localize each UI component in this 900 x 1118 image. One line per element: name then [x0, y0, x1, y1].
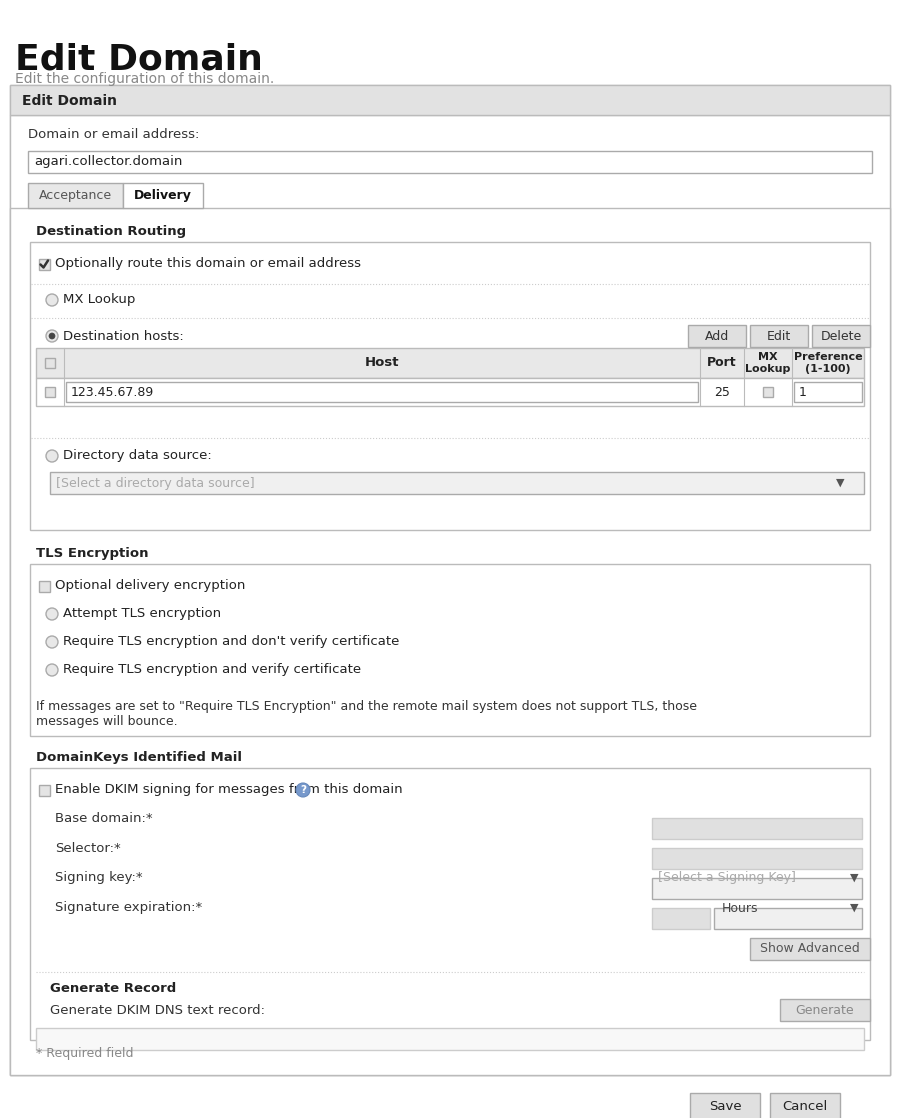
Text: Optionally route this domain or email address: Optionally route this domain or email ad… [55, 257, 361, 271]
Text: Optional delivery encryption: Optional delivery encryption [55, 579, 246, 593]
Bar [10, 208, 890, 1076]
Text: Require TLS encryption and don't verify certificate: Require TLS encryption and don't verify … [63, 635, 400, 648]
Bar [780, 999, 870, 1021]
Text: DomainKeys Identified Mail: DomainKeys Identified Mail [36, 751, 242, 765]
Text: Show Advanced: Show Advanced [760, 942, 860, 956]
Text: Cancel: Cancel [782, 1099, 828, 1112]
Bar [652, 818, 862, 838]
Bar [750, 325, 808, 347]
Text: Edit Domain: Edit Domain [22, 94, 117, 108]
Text: Enable DKIM signing for messages from this domain: Enable DKIM signing for messages from th… [55, 784, 402, 796]
Circle shape [46, 664, 58, 676]
Bar [39, 580, 50, 591]
Text: Edit the configuration of this domain.: Edit the configuration of this domain. [15, 72, 274, 86]
Circle shape [46, 294, 58, 306]
Bar [770, 1093, 840, 1118]
Bar [36, 378, 864, 406]
Text: TLS Encryption: TLS Encryption [36, 548, 148, 560]
Bar [30, 241, 870, 530]
Bar [36, 348, 864, 378]
Bar [45, 387, 55, 397]
Bar [750, 938, 870, 960]
Text: Attempt TLS encryption: Attempt TLS encryption [63, 607, 221, 620]
Text: Require TLS encryption and verify certificate: Require TLS encryption and verify certif… [63, 663, 361, 676]
Text: Generate DKIM DNS text record:: Generate DKIM DNS text record: [50, 1004, 265, 1016]
Text: Delete: Delete [821, 330, 861, 342]
Text: Directory data source:: Directory data source: [63, 449, 211, 463]
Bar [763, 387, 773, 397]
Bar [28, 183, 123, 208]
Circle shape [46, 636, 58, 648]
Text: MX Lookup: MX Lookup [63, 294, 135, 306]
Text: 25: 25 [714, 386, 730, 398]
Bar [652, 847, 862, 869]
Bar [10, 85, 890, 115]
Text: Destination hosts:: Destination hosts: [63, 330, 184, 342]
Bar [39, 785, 50, 796]
Text: Generate: Generate [796, 1004, 854, 1016]
Text: Hours: Hours [722, 901, 759, 915]
Text: * Required field: * Required field [36, 1048, 133, 1061]
Text: Generate Record: Generate Record [50, 982, 176, 995]
Text: MX
Lookup: MX Lookup [745, 352, 791, 373]
Text: Acceptance: Acceptance [39, 189, 112, 202]
Bar [30, 768, 870, 1040]
Text: Base domain:*: Base domain:* [55, 812, 153, 824]
Text: ▼: ▼ [850, 873, 859, 883]
Text: [Select a directory data source]: [Select a directory data source] [56, 476, 255, 490]
Bar [30, 563, 870, 736]
Bar [714, 908, 862, 929]
Bar [45, 358, 55, 368]
Text: Port: Port [707, 357, 737, 370]
Text: Destination Routing: Destination Routing [36, 226, 186, 238]
Bar [50, 472, 864, 494]
Text: 1: 1 [799, 386, 807, 398]
Bar [812, 325, 870, 347]
Bar [123, 183, 203, 208]
Text: If messages are set to "Require TLS Encryption" and the remote mail system does : If messages are set to "Require TLS Encr… [36, 700, 697, 728]
Bar [794, 382, 862, 402]
Bar [10, 85, 890, 1076]
Bar [28, 151, 872, 173]
Bar [690, 1093, 760, 1118]
Circle shape [46, 608, 58, 620]
Bar [652, 878, 862, 899]
Text: Selector:*: Selector:* [55, 842, 121, 854]
Bar [652, 908, 710, 929]
Text: Delivery: Delivery [134, 189, 192, 202]
Circle shape [46, 451, 58, 462]
Bar [39, 258, 50, 269]
Circle shape [296, 783, 310, 797]
Bar [10, 115, 890, 1076]
Text: ▼: ▼ [836, 479, 844, 487]
Bar [66, 382, 698, 402]
Text: Edit: Edit [767, 330, 791, 342]
Text: ▼: ▼ [850, 903, 859, 913]
Text: Signing key:*: Signing key:* [55, 872, 142, 884]
Circle shape [46, 330, 58, 342]
Text: Edit Domain: Edit Domain [15, 42, 263, 76]
Text: 123.45.67.89: 123.45.67.89 [71, 386, 154, 398]
Bar [688, 325, 746, 347]
Circle shape [49, 333, 55, 339]
Text: Host: Host [364, 357, 400, 370]
Text: Save: Save [708, 1099, 742, 1112]
Text: agari.collector.domain: agari.collector.domain [34, 155, 183, 169]
Text: [Select a Signing Key]: [Select a Signing Key] [658, 872, 796, 884]
Text: Signature expiration:*: Signature expiration:* [55, 901, 202, 915]
Text: Domain or email address:: Domain or email address: [28, 129, 200, 142]
Text: Add: Add [705, 330, 729, 342]
Bar [36, 1027, 864, 1050]
Text: ?: ? [300, 785, 306, 795]
Text: Preference
(1-100): Preference (1-100) [794, 352, 862, 373]
